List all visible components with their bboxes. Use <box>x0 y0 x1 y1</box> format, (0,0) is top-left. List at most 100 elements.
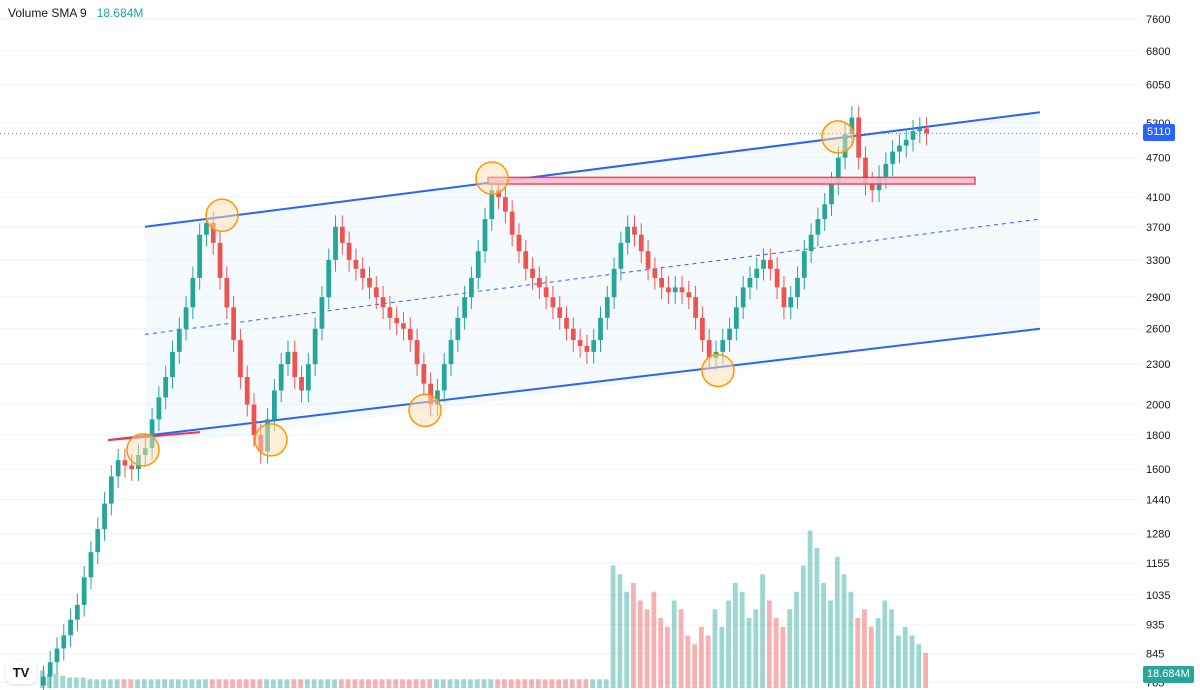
volume-bar <box>447 679 453 688</box>
candlesticks <box>41 106 929 690</box>
candle-body <box>339 226 345 243</box>
candle-body <box>591 340 597 352</box>
candle-body <box>204 222 209 235</box>
volume-bar <box>352 679 358 688</box>
candle-body <box>441 364 447 391</box>
volume-bar <box>182 679 188 688</box>
candle-body <box>761 259 766 269</box>
candle-body <box>666 287 671 293</box>
volume-bar <box>121 679 127 688</box>
touch-point-circle <box>821 120 855 154</box>
volume-bar <box>495 679 500 688</box>
candle-body <box>672 287 678 293</box>
candle-body <box>183 307 189 329</box>
volume-bar <box>726 600 731 688</box>
candle-body <box>394 317 400 324</box>
touch-point-circle <box>475 161 509 195</box>
volume-bar <box>196 679 202 688</box>
candle-body <box>808 234 814 252</box>
volume-bar <box>624 591 630 688</box>
candle-body <box>414 340 420 365</box>
candle-body <box>727 328 732 341</box>
candle-body <box>95 529 101 553</box>
candle-body <box>360 268 366 278</box>
volume-sma-legend[interactable]: Volume SMA 9 18.684M <box>8 6 143 20</box>
volume-bar <box>617 574 623 688</box>
legend-label: Volume SMA 9 <box>8 6 87 20</box>
candle-body <box>122 460 128 466</box>
candle-body <box>747 277 753 288</box>
price-tick-label: 4100 <box>1146 192 1170 204</box>
candle-body <box>503 197 508 212</box>
volume-bar <box>148 679 154 688</box>
volume-bar <box>685 635 691 688</box>
price-tick-label: 1600 <box>1146 464 1170 476</box>
candle-body <box>869 183 875 191</box>
candle-body <box>788 297 794 308</box>
price-tick-label: 6050 <box>1146 80 1170 92</box>
volume-bar <box>264 679 269 688</box>
volume-bar <box>760 574 765 688</box>
tradingview-logo-icon[interactable]: TV <box>6 660 36 684</box>
candle-body <box>326 259 332 298</box>
candle-body <box>278 364 284 391</box>
candle-body <box>102 503 107 530</box>
volume-bar <box>719 626 725 688</box>
volume-bar <box>658 618 664 688</box>
volume-bar <box>848 591 854 688</box>
volume-bar <box>284 679 290 688</box>
volume-bar <box>916 644 922 688</box>
candle-body <box>88 552 94 578</box>
annotation-layer <box>126 120 976 467</box>
candle-body <box>115 460 121 477</box>
price-axis[interactable]: 7600680060505300470041003700330029002600… <box>1146 14 1170 689</box>
volume-bar <box>67 677 72 688</box>
resistance-zone <box>487 176 976 185</box>
volume-bar <box>80 677 86 688</box>
candle-body <box>469 277 474 298</box>
volume-bar <box>420 679 426 688</box>
channel-mid-line <box>144 218 1041 335</box>
price-tick-label: 7600 <box>1146 14 1170 26</box>
price-tick-label: 6800 <box>1146 46 1170 58</box>
candle-body <box>652 268 658 278</box>
candle-body <box>421 364 427 384</box>
touch-point-circle <box>408 393 442 428</box>
volume-bar <box>46 674 52 688</box>
volume-bar <box>366 679 371 688</box>
candle-body <box>170 351 175 378</box>
volume-bar <box>583 679 589 688</box>
touch-point-circle <box>254 423 288 457</box>
candle-body <box>149 419 155 449</box>
volume-bar <box>780 626 786 688</box>
volume-bar <box>644 609 650 688</box>
candle-body <box>611 268 617 298</box>
candle-body <box>407 328 413 341</box>
candle-body <box>523 251 529 269</box>
candle-body <box>883 163 889 177</box>
candle-body <box>618 242 624 269</box>
candle-body <box>625 226 631 243</box>
candle-body <box>41 676 46 686</box>
volume-bar <box>712 609 718 688</box>
candle-body <box>835 157 841 184</box>
volume-bar <box>549 679 555 688</box>
volume-bar <box>855 618 861 688</box>
candle-body <box>795 277 800 298</box>
candle-body <box>428 383 434 405</box>
candle-body <box>584 345 590 352</box>
candle-body <box>190 277 196 308</box>
candle-body <box>781 287 787 308</box>
candle-body <box>638 234 644 252</box>
candle-body <box>333 226 338 260</box>
volume-bar <box>563 679 568 688</box>
volume-bar <box>454 679 460 688</box>
price-tick-label: 1155 <box>1146 558 1170 570</box>
volume-bars <box>40 530 928 688</box>
price-tick-label: 3300 <box>1146 255 1170 267</box>
volume-bar <box>488 679 494 688</box>
price-tick-label: 2300 <box>1146 359 1170 371</box>
volume-bar <box>237 679 242 688</box>
candle-body <box>435 390 440 405</box>
